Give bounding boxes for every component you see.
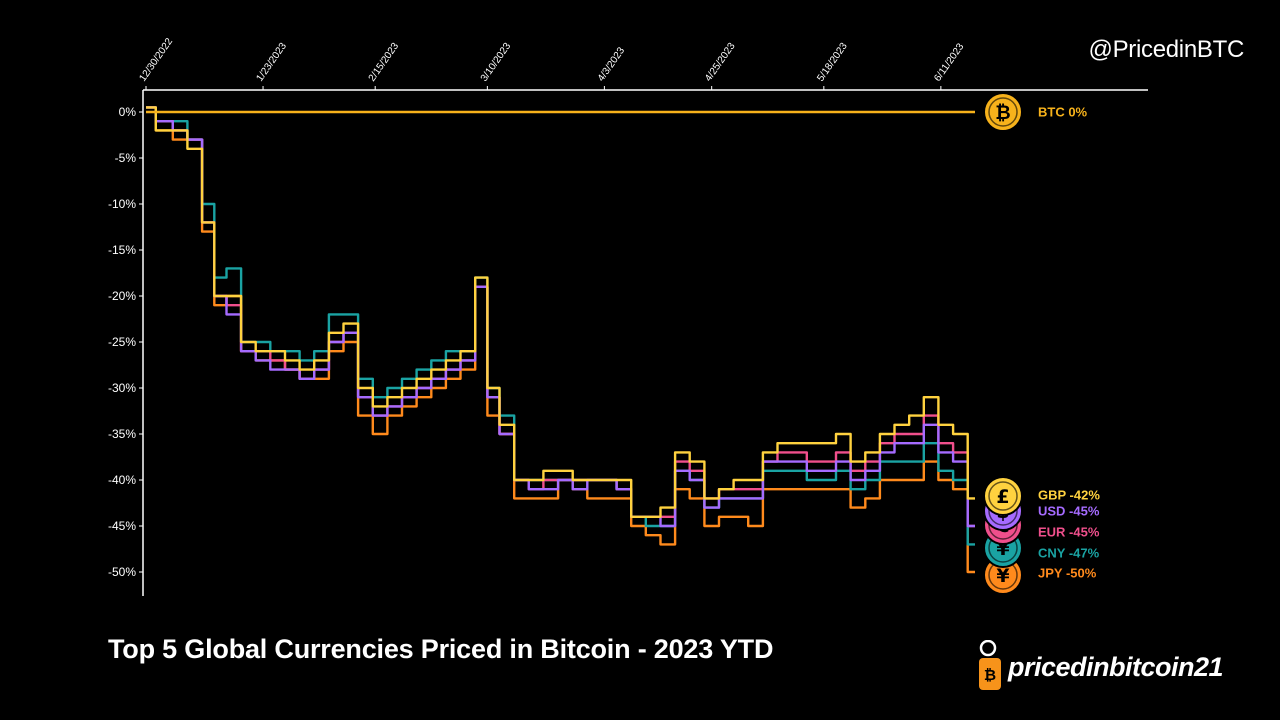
svg-text:₿: ₿ [995, 102, 1010, 124]
y-tick-label: -25% [108, 335, 136, 349]
y-tick-label: -5% [115, 151, 137, 165]
chart-series-lines [146, 106, 975, 574]
bitcoin-icon: ₿ [983, 92, 1023, 132]
y-tick-label: -30% [108, 381, 136, 395]
y-tick-label: -50% [108, 565, 136, 579]
svg-text:¥: ¥ [996, 565, 1009, 587]
x-tick-label: 6/11/2023 [932, 41, 966, 84]
series-label-eur: EUR -45% [1038, 525, 1100, 540]
pound-icon: £ [983, 476, 1023, 516]
series-label-btc: BTC 0% [1038, 105, 1088, 120]
y-tick-label: -20% [108, 289, 136, 303]
y-tick-label: -10% [108, 197, 136, 211]
y-tick-label: -45% [108, 519, 136, 533]
y-tick-label: -15% [108, 243, 136, 257]
series-label-cny: CNY -47% [1038, 546, 1100, 561]
x-tick-label: 3/10/2023 [479, 41, 514, 84]
brand-name: pricedinbitcoin21 [1008, 652, 1224, 682]
x-tick-label: 12/30/2022 [137, 36, 175, 84]
x-tick-label: 4/25/2023 [703, 41, 738, 84]
series-line-jpy [146, 106, 975, 574]
twitter-handle: @PricedinBTC [1088, 36, 1245, 63]
series-line-usd [146, 106, 975, 528]
chart-end-markers: ¥JPY -50%¥CNY -47%€EUR -45%$USD -45%£GBP… [983, 92, 1100, 595]
brand-logo: ₿ pricedinbitcoin21 [976, 640, 1246, 696]
x-tick-label: 4/3/2023 [596, 45, 628, 84]
series-label-usd: USD -45% [1038, 504, 1100, 519]
series-label-jpy: JPY -50% [1038, 566, 1097, 581]
y-tick-label: -35% [108, 427, 136, 441]
x-tick-label: 2/15/2023 [367, 41, 402, 84]
bitcoin-tag-icon: ₿ [979, 640, 1001, 690]
chart-title: Top 5 Global Currencies Priced in Bitcoi… [108, 634, 774, 664]
series-line-gbp [146, 106, 975, 518]
x-tick-label: 1/23/2023 [254, 41, 289, 84]
y-tick-label: 0% [119, 105, 137, 119]
series-label-gbp: GBP -42% [1038, 488, 1100, 503]
svg-text:₿: ₿ [984, 666, 996, 684]
y-tick-label: -40% [108, 473, 136, 487]
x-tick-label: 5/18/2023 [815, 41, 850, 84]
svg-text:£: £ [996, 486, 1009, 508]
